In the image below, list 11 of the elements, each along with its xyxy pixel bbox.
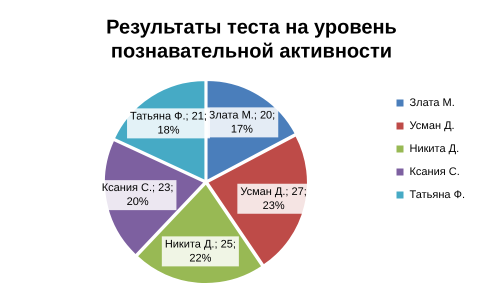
legend-label: Усман Д. (410, 120, 455, 132)
legend-label: Злата М. (410, 97, 455, 110)
data-label: Никита Д.; 25; 22% (164, 238, 236, 264)
legend-label: Ксания С. (410, 166, 460, 178)
data-label: Татьяна Ф.; 21; 18% (130, 110, 207, 136)
chart-title: Результаты теста на уровень познавательной активности (106, 16, 397, 63)
data-label: Ксания С.; 23; 20% (102, 182, 174, 208)
data-label: Усман Д.; 27; 23% (240, 186, 307, 212)
legend-label: Никита Д. (410, 143, 460, 156)
data-label: Злата М.; 20; 17% (208, 109, 276, 136)
legend-label: Татьяна Ф. (410, 189, 466, 202)
